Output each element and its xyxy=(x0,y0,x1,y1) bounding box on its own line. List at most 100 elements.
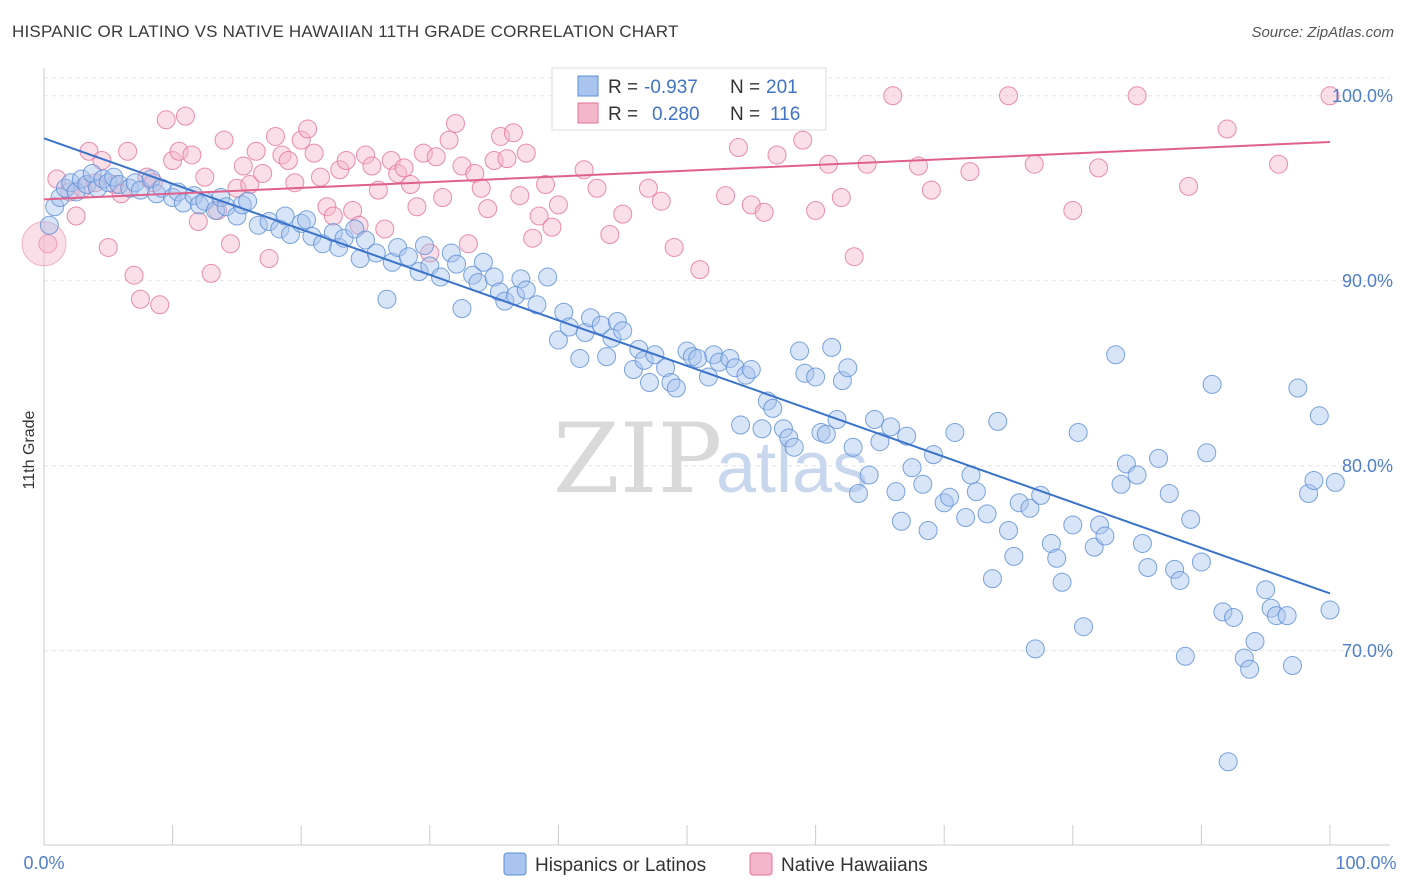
hispanic-point-162 xyxy=(1175,646,1195,666)
hawaiian-point-71 xyxy=(503,123,523,143)
hispanic-point-124 xyxy=(902,458,922,478)
trend-line-hispanics xyxy=(43,137,1331,595)
hawaiian-point-53 xyxy=(388,163,408,183)
hawaiian-point-8 xyxy=(98,237,118,257)
hispanic-point-169 xyxy=(1224,607,1244,627)
hispanic-point-131 xyxy=(956,508,976,528)
hawaiian-point-104 xyxy=(921,180,941,200)
hispanic-point-181 xyxy=(1309,406,1329,426)
hawaiian-point-33 xyxy=(259,249,279,269)
legend-n-value-blue: 201 xyxy=(766,77,798,98)
hawaiian-point-82 xyxy=(600,225,620,244)
hispanic-point-115 xyxy=(843,437,863,457)
hawaiian-point-74 xyxy=(523,228,543,248)
hawaiian-point-113 xyxy=(1269,154,1289,174)
hispanic-point-79 xyxy=(607,311,627,331)
hispanic-point-177 xyxy=(1282,656,1302,676)
hispanic-point-135 xyxy=(982,569,1002,589)
hispanic-point-116 xyxy=(848,484,868,503)
hispanic-point-106 xyxy=(790,341,810,361)
hispanic-point-158 xyxy=(1149,448,1169,468)
hawaiian-point-22 xyxy=(188,212,208,232)
hawaiian-point-13 xyxy=(130,289,150,309)
hispanic-point-148 xyxy=(1074,617,1094,637)
hawaiian-point-114 xyxy=(1320,86,1340,106)
hawaiian-point-26 xyxy=(214,130,234,150)
hawaiian-point-67 xyxy=(478,199,498,219)
hispanic-point-34 xyxy=(270,219,290,239)
hawaiian-point-64 xyxy=(458,234,478,254)
hispanic-point-145 xyxy=(1052,572,1072,592)
hispanic-point-77 xyxy=(597,347,617,367)
trend-lines xyxy=(43,137,1331,595)
hispanic-point-117 xyxy=(859,465,879,485)
hawaiian-point-7 xyxy=(92,151,112,170)
hispanic-point-80 xyxy=(613,321,633,341)
hawaiian-point-90 xyxy=(716,186,736,206)
hawaiian-point-91 xyxy=(728,138,748,158)
y-tick-label-70: 70.0% xyxy=(1342,641,1393,661)
bottom-legend-swatch-pink xyxy=(749,852,773,876)
hispanic-point-89 xyxy=(677,341,697,361)
hispanic-point-144 xyxy=(1047,548,1067,568)
hawaiian-point-42 xyxy=(317,197,337,217)
hawaiian-point-96 xyxy=(793,130,813,150)
hispanic-point-127 xyxy=(923,445,943,465)
bottom-legend-swatch-blue xyxy=(503,852,527,876)
hispanic-point-164 xyxy=(1191,552,1211,572)
hispanic-point-98 xyxy=(736,365,756,385)
hispanic-point-23 xyxy=(184,186,204,206)
hispanic-point-163 xyxy=(1181,509,1201,529)
hispanic-point-137 xyxy=(999,521,1018,540)
hawaiian-point-3 xyxy=(66,206,86,226)
x-ticks xyxy=(43,825,1331,845)
hispanic-point-88 xyxy=(666,378,686,398)
hawaiian-point-94 xyxy=(767,145,787,165)
hawaiian-point-85 xyxy=(638,178,658,198)
hispanic-point-96 xyxy=(725,358,745,378)
hispanic-point-136 xyxy=(988,411,1008,431)
hawaiian-point-43 xyxy=(323,206,343,226)
hispanic-point-32 xyxy=(248,215,268,235)
hawaiian-point-112 xyxy=(1217,119,1237,139)
hispanic-point-118 xyxy=(865,410,885,429)
hispanic-point-62 xyxy=(484,267,504,287)
hispanic-point-87 xyxy=(661,373,681,392)
hispanic-point-155 xyxy=(1127,465,1147,485)
hawaiian-point-61 xyxy=(439,130,459,150)
watermark-atlas: atlas xyxy=(716,428,868,508)
hispanic-point-100 xyxy=(752,419,772,439)
hawaiian-point-11 xyxy=(118,141,138,161)
hawaiian-point-108 xyxy=(1063,200,1083,220)
hispanic-point-173 xyxy=(1256,580,1276,600)
x-tick-label-min: 0.0% xyxy=(23,853,64,873)
hawaiian-point-49 xyxy=(362,156,382,176)
y-tick-labels: 70.0% 80.0% 90.0% 100.0% xyxy=(1332,86,1393,661)
legend-n-label-pink: N = xyxy=(730,104,760,125)
hispanic-point-152 xyxy=(1106,345,1126,365)
hispanic-point-42 xyxy=(329,237,349,257)
hispanic-point-123 xyxy=(897,426,917,446)
hawaiian-point-24 xyxy=(201,263,221,283)
hispanic-point-121 xyxy=(886,482,906,502)
hispanic-point-157 xyxy=(1138,558,1158,577)
hispanic-point-146 xyxy=(1063,515,1083,535)
hispanic-point-108 xyxy=(806,367,826,387)
hawaiian-point-107 xyxy=(1024,154,1044,174)
hispanic-point-102 xyxy=(763,398,783,418)
legend-swatch-blue xyxy=(577,75,599,97)
hispanic-point-175 xyxy=(1266,606,1286,626)
legend-n-label-blue: N = xyxy=(730,77,760,98)
hispanic-point-119 xyxy=(870,432,890,452)
hawaiian-point-73 xyxy=(516,143,536,163)
hispanic-point-99 xyxy=(741,360,761,380)
hispanic-point-26 xyxy=(205,200,225,220)
hawaiian-point-31 xyxy=(246,141,266,161)
hawaiian-point-39 xyxy=(298,119,318,139)
hispanic-point-73 xyxy=(570,348,590,368)
hawaiian-point-62 xyxy=(446,114,466,133)
hawaiian-point-38 xyxy=(291,130,311,150)
legend-n-value-pink: 116 xyxy=(770,104,800,125)
hawaiian-point-109 xyxy=(1089,158,1109,178)
hispanic-point-160 xyxy=(1165,559,1185,579)
